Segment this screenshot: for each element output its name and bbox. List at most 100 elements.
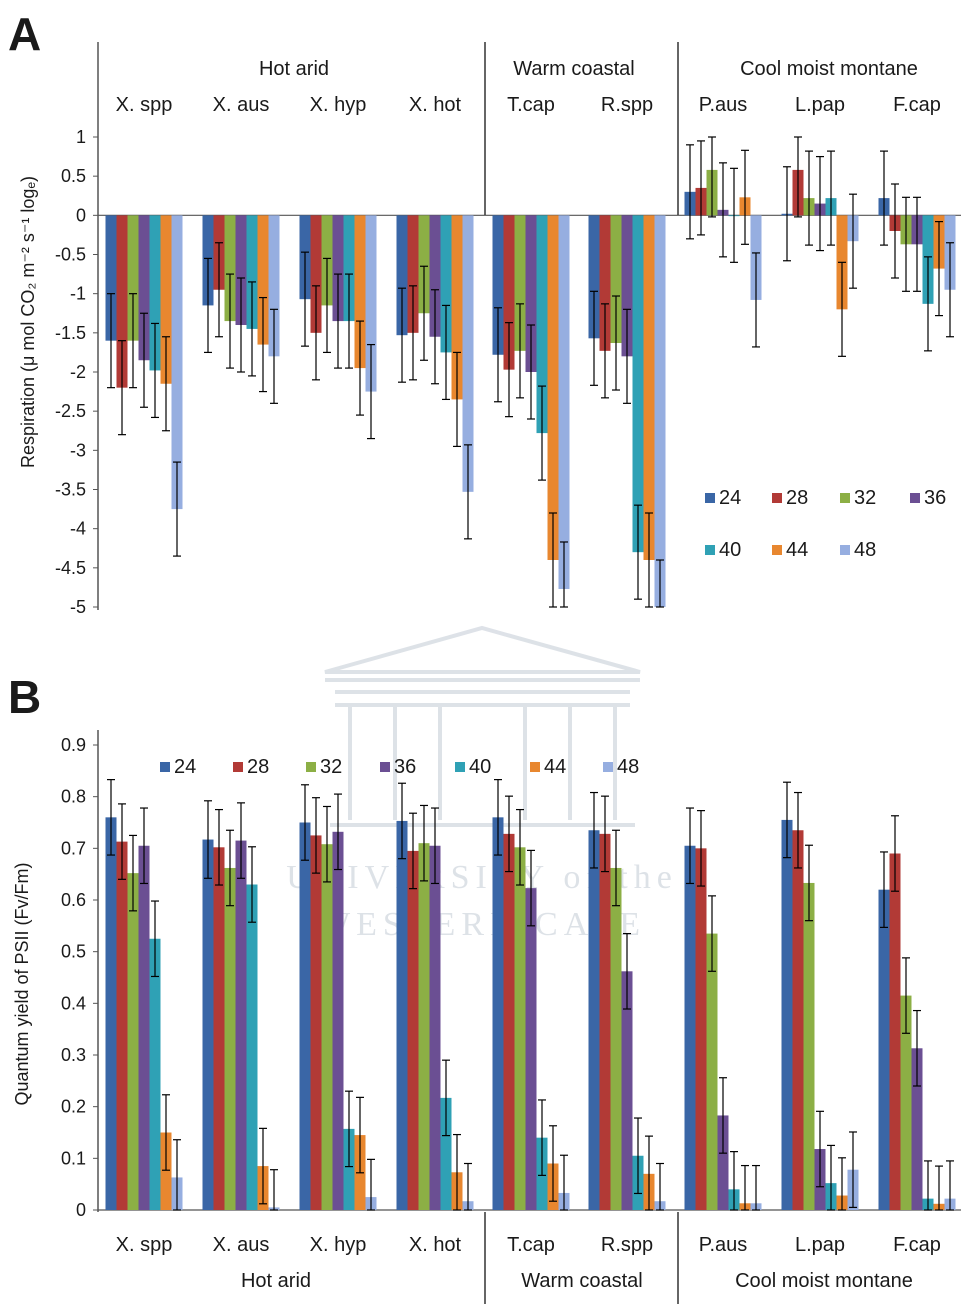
bar-x-hyp-48 <box>365 215 377 392</box>
bar-t-cap-28 <box>503 215 515 370</box>
legend-label-24: 24 <box>719 487 741 509</box>
bar-r-spp-24 <box>588 215 600 339</box>
bar-f-cap-28 <box>889 853 901 1210</box>
bar-p-aus-36 <box>717 1115 729 1210</box>
bar-r-spp-44 <box>643 215 655 561</box>
bar-x-aus-32 <box>224 867 236 1210</box>
legend-swatch-40 <box>705 545 715 555</box>
legend-swatch-24 <box>705 493 715 503</box>
category-label-r-spp: R.spp <box>601 94 653 116</box>
legend-label-28: 28 <box>247 756 269 778</box>
bar-l-pap-28 <box>792 830 804 1210</box>
y-tick-label: -4.5 <box>55 558 86 578</box>
legend-label-44: 44 <box>786 539 808 561</box>
category-label-t-cap: T.cap <box>507 1234 555 1256</box>
y-tick-label: 0 <box>76 205 86 225</box>
legend-label-32: 32 <box>320 756 342 778</box>
panel-a-category-labels: X. spp X. aus X. hyp X. hot T.cap R.spp P.aus L… <box>116 58 941 116</box>
bar-t-cap-28 <box>503 833 515 1210</box>
bar-r-spp-24 <box>588 830 600 1210</box>
legend-swatch-48 <box>840 545 850 555</box>
panel-b-y-axis-label: Quantum yield of PSII (Fv/Fm) <box>12 862 32 1105</box>
bar-x-spp-36 <box>138 215 150 361</box>
bar-x-hot-40 <box>440 1097 452 1210</box>
bar-r-spp-36 <box>621 215 633 357</box>
bar-x-hyp-32 <box>321 844 333 1210</box>
bar-t-cap-36 <box>525 888 537 1210</box>
category-label-x-aus: X. aus <box>213 1234 270 1256</box>
bar-x-spp-36 <box>138 845 150 1210</box>
y-tick-label: -3.5 <box>55 480 86 500</box>
bar-x-hyp-44 <box>354 215 366 369</box>
category-label-f-cap: F.cap <box>893 1234 941 1256</box>
bar-x-hyp-40 <box>343 1128 355 1210</box>
y-tick-label: -1.5 <box>55 323 86 343</box>
bar-t-cap-36 <box>525 215 537 372</box>
bar-x-aus-36 <box>235 215 247 325</box>
legend-swatch-28 <box>772 493 782 503</box>
bar-f-cap-36 <box>911 1048 923 1210</box>
bar-r-spp-48 <box>654 215 666 608</box>
bar-r-spp-32 <box>610 215 622 344</box>
bar-x-hot-48 <box>462 215 474 492</box>
y-tick-label: 0.5 <box>61 942 86 962</box>
y-tick-label: 0.3 <box>61 1045 86 1065</box>
bar-t-cap-32 <box>514 215 526 351</box>
bar-r-spp-40 <box>632 215 644 553</box>
category-label-x-hot: X. hot <box>409 94 462 116</box>
bar-x-hot-36 <box>429 215 441 337</box>
bar-x-hot-24 <box>396 215 408 336</box>
bar-x-aus-24 <box>202 839 214 1210</box>
bar-x-spp-28 <box>116 215 128 388</box>
y-tick-label: 0.9 <box>61 735 86 755</box>
category-label-x-spp: X. spp <box>116 1234 173 1256</box>
legend-swatch-32 <box>306 762 316 772</box>
bar-x-aus-32 <box>224 215 236 322</box>
panel-a-letter: A <box>8 8 41 60</box>
group-label-warm-coastal: Warm coastal <box>521 1270 643 1292</box>
panel-a-y-ticks: 1 0.5 0 -0.5 -1 -1.5 -2 -2.5 -3 -3.5 -4 -4.5 -5 <box>55 127 98 617</box>
category-label-f-cap: F.cap <box>893 94 941 116</box>
bar-x-spp-44 <box>160 215 172 384</box>
bar-p-aus-28 <box>695 848 707 1210</box>
bar-x-hot-36 <box>429 845 441 1210</box>
bar-p-aus-32 <box>706 933 718 1210</box>
bar-x-hyp-40 <box>343 215 355 322</box>
panel-b-bars <box>105 817 956 1210</box>
y-tick-label: 0.5 <box>61 166 86 186</box>
legend-label-36: 36 <box>924 487 946 509</box>
y-tick-label: 0.2 <box>61 1097 86 1117</box>
legend-swatch-48 <box>603 762 613 772</box>
panel-a-y-axis-label: Respiration (μ mol CO₂ m⁻² s⁻¹ logₑ) <box>18 176 38 468</box>
panel-b-legend: 24 28 32 36 40 44 48 <box>160 756 639 778</box>
bar-x-spp-44 <box>160 1132 172 1210</box>
bar-f-cap-24 <box>878 889 890 1210</box>
bar-x-aus-48 <box>268 215 280 357</box>
bar-x-hot-28 <box>407 850 419 1210</box>
bar-x-aus-36 <box>235 840 247 1210</box>
watermark-building-icon <box>324 625 641 827</box>
panel-b-letter: B <box>8 671 41 723</box>
legend-swatch-44 <box>772 545 782 555</box>
y-tick-label: 0.8 <box>61 787 86 807</box>
category-label-l-pap: L.pap <box>795 1234 845 1256</box>
bar-t-cap-40 <box>536 215 548 434</box>
bar-r-spp-28 <box>599 215 611 351</box>
legend-label-48: 48 <box>617 756 639 778</box>
group-label-hot-arid: Hot arid <box>259 58 329 80</box>
legend-swatch-40 <box>455 762 465 772</box>
category-label-x-hyp: X. hyp <box>310 1234 367 1256</box>
bar-t-cap-24 <box>492 817 504 1210</box>
category-label-r-spp: R.spp <box>601 1234 653 1256</box>
legend-swatch-36 <box>910 493 920 503</box>
bar-x-hot-32 <box>418 843 430 1210</box>
category-label-x-hyp: X. hyp <box>310 94 367 116</box>
bar-x-aus-40 <box>246 884 258 1210</box>
bar-x-hyp-28 <box>310 835 322 1210</box>
bar-x-spp-40 <box>149 938 161 1210</box>
bar-x-aus-44 <box>257 215 269 345</box>
panel-b-category-labels: X. spp X. aus X. hyp X. hot T.cap R.spp P.aus L… <box>116 1234 941 1292</box>
y-tick-label: 0.4 <box>61 993 86 1013</box>
panel-a-legend: 24 28 32 36 40 44 48 <box>705 487 946 561</box>
